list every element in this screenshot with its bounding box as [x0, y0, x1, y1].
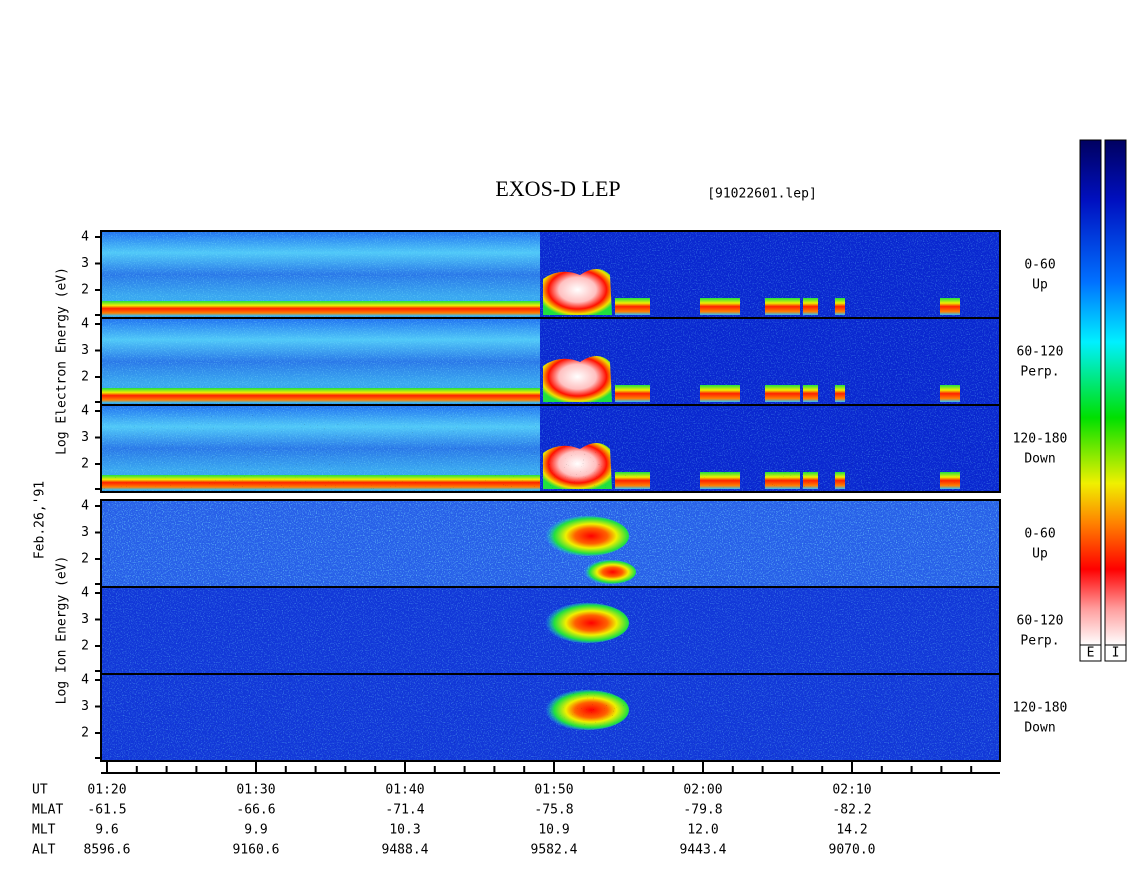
row-label: MLAT	[32, 803, 63, 818]
low-energy-band	[101, 388, 540, 403]
small-burst	[803, 298, 818, 315]
burst	[545, 603, 629, 643]
y-tick-label: 4	[81, 673, 89, 688]
row-value: 9160.6	[233, 843, 280, 858]
small-burst	[940, 298, 960, 315]
row-value: 02:10	[832, 783, 871, 798]
y-tick-label: 4	[81, 230, 89, 245]
color-bar-label: E	[1087, 646, 1095, 661]
y-tick-label: 2	[81, 370, 89, 385]
small-burst	[615, 298, 650, 315]
color-bar	[1104, 139, 1127, 646]
panel-angle: 60-120	[1017, 345, 1064, 360]
y-tick-label: 3	[81, 612, 89, 627]
row-value: -61.5	[87, 803, 126, 818]
panel-direction: Perp.	[1020, 365, 1059, 380]
file-name: [91022601.lep]	[707, 187, 817, 202]
panel-angle: 0-60	[1024, 258, 1055, 273]
row-value: -79.8	[683, 803, 722, 818]
burst	[543, 356, 612, 402]
y-tick-label: 4	[81, 317, 89, 332]
y-tick-label: 3	[81, 343, 89, 358]
spectrogram-panel	[100, 317, 1001, 406]
small-burst	[835, 385, 845, 402]
row-value: 01:40	[385, 783, 424, 798]
small-burst	[615, 385, 650, 402]
row-value: 9.6	[95, 823, 118, 838]
row-label: UT	[32, 783, 48, 798]
speckle	[101, 674, 1000, 761]
row-value: 01:50	[534, 783, 573, 798]
row-label: MLT	[32, 823, 56, 838]
burst	[543, 269, 612, 315]
y-tick-label: 4	[81, 499, 89, 514]
panel-direction: Up	[1032, 278, 1048, 293]
spectrogram-panel	[100, 404, 1001, 493]
title: EXOS-D LEP	[495, 176, 620, 201]
spectrogram-panel	[100, 230, 1001, 319]
y-tick-label: 2	[81, 552, 89, 567]
panel-frame	[100, 404, 1001, 493]
speckle	[101, 405, 1000, 492]
color-bar-box	[1079, 644, 1102, 662]
row-value: 01:20	[87, 783, 126, 798]
row-value: 01:30	[236, 783, 275, 798]
y-tick-label: 2	[81, 457, 89, 472]
row-value: 12.0	[687, 823, 718, 838]
color-bar	[1079, 139, 1102, 646]
small-burst	[765, 298, 800, 315]
panel-angle: 120-180	[1013, 432, 1068, 447]
row-value: 9.9	[244, 823, 267, 838]
low-energy-band	[101, 301, 540, 316]
date: Feb.26,'91	[33, 481, 48, 559]
y-tick-label: 3	[81, 525, 89, 540]
spectrogram-panel	[100, 586, 1001, 675]
y-tick-label: 3	[81, 430, 89, 445]
small-burst	[765, 385, 800, 402]
spectrogram-panel	[100, 673, 1001, 762]
row-value: -82.2	[832, 803, 871, 818]
row-value: 9488.4	[382, 843, 429, 858]
row-value: 9582.4	[531, 843, 578, 858]
burst	[545, 516, 629, 556]
small-burst	[803, 385, 818, 402]
small-burst	[700, 385, 740, 402]
color-bar-box	[1104, 644, 1127, 662]
panel-frame	[100, 673, 1001, 762]
panel-direction: Down	[1024, 721, 1055, 736]
row-value: -66.6	[236, 803, 275, 818]
panel-direction: Down	[1024, 452, 1055, 467]
panel-direction: Perp.	[1020, 634, 1059, 649]
y-tick-label: 4	[81, 586, 89, 601]
y-tick-label: 2	[81, 726, 89, 741]
small-burst	[700, 298, 740, 315]
row-value: 9443.4	[680, 843, 727, 858]
burst	[584, 560, 636, 584]
row-value: 10.9	[538, 823, 569, 838]
y-tick-label: 3	[81, 256, 89, 271]
row-value: -71.4	[385, 803, 424, 818]
spectrogram-panel	[100, 499, 1001, 588]
panel-angle: 0-60	[1024, 527, 1055, 542]
y-tick-label: 4	[81, 404, 89, 419]
panel-angle: 120-180	[1013, 701, 1068, 716]
y-axis-label: Log Ion Energy (eV)	[55, 556, 70, 705]
panel-angle: 60-120	[1017, 614, 1064, 629]
y-tick-label: 2	[81, 639, 89, 654]
panel-direction: Up	[1032, 547, 1048, 562]
row-value: -75.8	[534, 803, 573, 818]
y-axis-label: Log Electron Energy (eV)	[55, 267, 70, 455]
small-burst	[940, 385, 960, 402]
small-burst	[835, 298, 845, 315]
row-value: 14.2	[836, 823, 867, 838]
row-value: 8596.6	[84, 843, 131, 858]
row-value: 10.3	[389, 823, 420, 838]
y-tick-label: 3	[81, 699, 89, 714]
color-bar-label: I	[1112, 646, 1120, 661]
y-tick-label: 2	[81, 283, 89, 298]
row-value: 9070.0	[829, 843, 876, 858]
row-label: ALT	[32, 843, 56, 858]
row-value: 02:00	[683, 783, 722, 798]
